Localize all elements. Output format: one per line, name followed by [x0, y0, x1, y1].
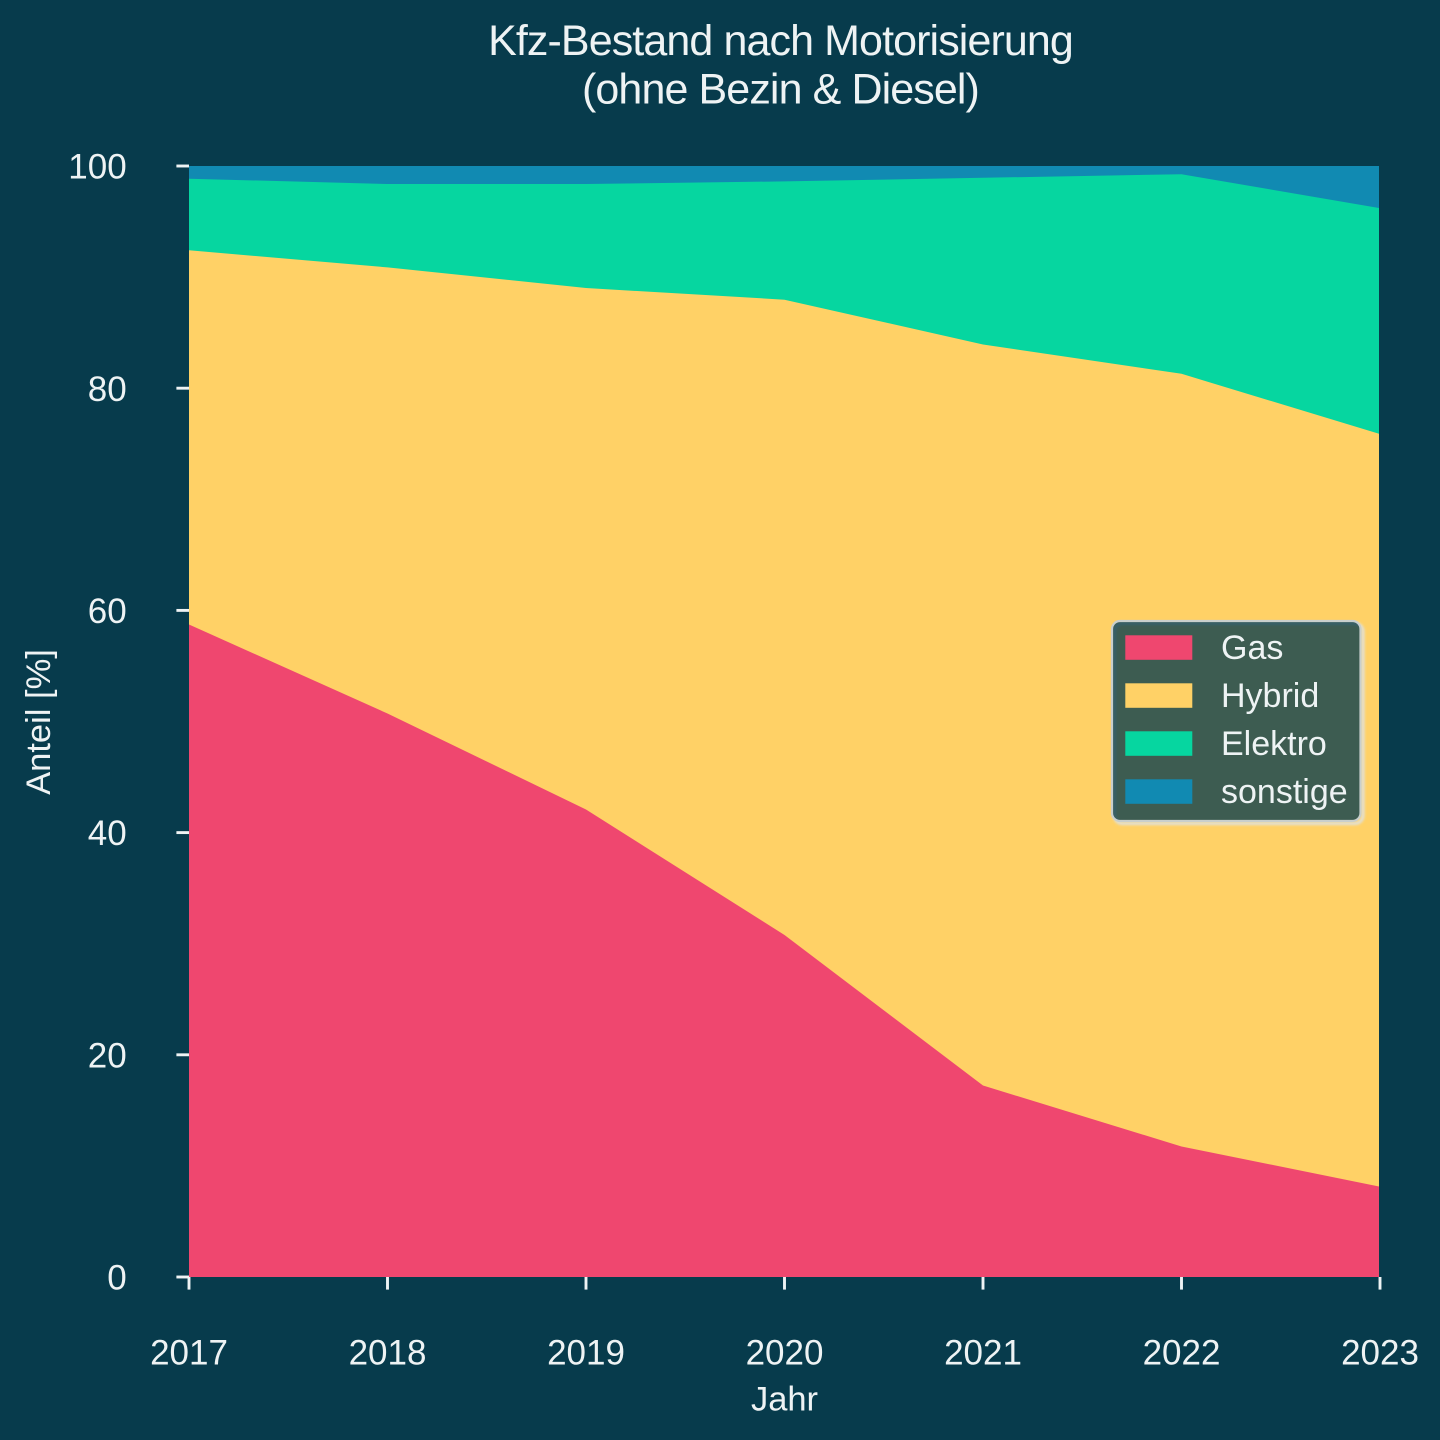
svg-text:80: 80	[88, 370, 127, 409]
svg-text:0: 0	[107, 1259, 126, 1298]
svg-text:Jahr: Jahr	[751, 1380, 818, 1418]
svg-text:20: 20	[88, 1036, 127, 1075]
svg-text:40: 40	[88, 814, 127, 853]
svg-text:Hybrid: Hybrid	[1221, 677, 1319, 715]
svg-text:2018: 2018	[349, 1334, 427, 1373]
svg-text:Elektro: Elektro	[1221, 725, 1327, 763]
svg-text:Anteil [%]: Anteil [%]	[20, 649, 58, 795]
svg-text:Kfz-Bestand nach Motorisierung: Kfz-Bestand nach Motorisierung	[488, 17, 1073, 65]
svg-text:(ohne Bezin & Diesel): (ohne Bezin & Diesel)	[582, 66, 979, 114]
svg-text:2022: 2022	[1143, 1334, 1221, 1373]
svg-text:sonstige: sonstige	[1221, 773, 1348, 811]
svg-text:2020: 2020	[746, 1334, 824, 1373]
svg-text:100: 100	[68, 148, 126, 187]
svg-text:60: 60	[88, 592, 127, 631]
svg-text:2023: 2023	[1341, 1334, 1419, 1373]
svg-text:Gas: Gas	[1221, 629, 1283, 667]
svg-text:2019: 2019	[547, 1334, 625, 1373]
svg-text:2021: 2021	[944, 1334, 1022, 1373]
svg-text:2017: 2017	[150, 1334, 228, 1373]
